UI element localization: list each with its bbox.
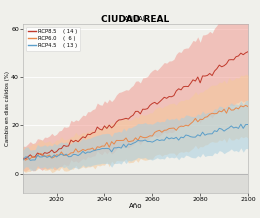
X-axis label: Año: Año xyxy=(129,203,142,209)
Text: ANUAL: ANUAL xyxy=(124,16,147,22)
Legend: RCP8.5    ( 14 ), RCP6.0    (  6 ), RCP4.5    ( 13 ): RCP8.5 ( 14 ), RCP6.0 ( 6 ), RCP4.5 ( 13… xyxy=(26,27,80,51)
Y-axis label: Cambio en dias cálidos (%): Cambio en dias cálidos (%) xyxy=(4,71,10,146)
Title: CIUDAD REAL: CIUDAD REAL xyxy=(101,15,170,24)
Bar xyxy=(23,174,248,193)
